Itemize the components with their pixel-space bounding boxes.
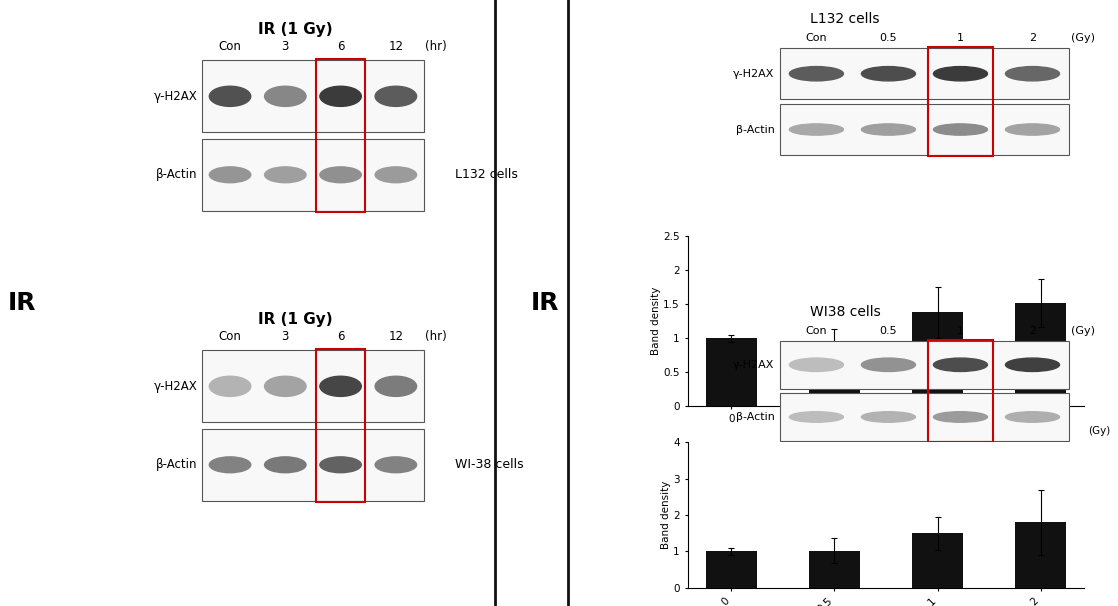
Ellipse shape — [265, 86, 306, 107]
Text: 2: 2 — [1029, 33, 1036, 43]
Text: WI-38 cells: WI-38 cells — [455, 459, 523, 471]
Text: γ-H2AX: γ-H2AX — [154, 380, 198, 393]
Text: β-Actin: β-Actin — [157, 458, 198, 471]
Text: 3: 3 — [282, 39, 288, 53]
Ellipse shape — [265, 376, 306, 396]
Text: 6: 6 — [337, 330, 344, 342]
Ellipse shape — [376, 376, 417, 396]
Text: L132 cells: L132 cells — [455, 168, 518, 182]
Ellipse shape — [934, 67, 987, 81]
Text: γ-H2AX: γ-H2AX — [733, 360, 775, 370]
Bar — [780, 48, 1069, 99]
Text: β-Actin: β-Actin — [736, 412, 775, 422]
Bar — [928, 47, 993, 156]
Text: Con: Con — [806, 33, 827, 43]
Ellipse shape — [209, 376, 250, 396]
Ellipse shape — [934, 358, 987, 371]
Text: IR (1 Gy): IR (1 Gy) — [257, 22, 332, 37]
Bar — [315, 59, 366, 211]
Text: 2: 2 — [1029, 327, 1036, 336]
Bar — [912, 312, 964, 406]
Bar — [780, 393, 1069, 441]
Bar — [202, 350, 424, 422]
Bar — [808, 551, 860, 588]
Ellipse shape — [376, 457, 417, 473]
Text: 1: 1 — [957, 327, 964, 336]
Y-axis label: Band density: Band density — [661, 481, 671, 549]
Ellipse shape — [1005, 411, 1060, 422]
Text: 1: 1 — [957, 33, 964, 43]
Text: γ-H2AX: γ-H2AX — [154, 90, 198, 103]
Text: β-Actin: β-Actin — [736, 124, 775, 135]
Text: L132 cells: L132 cells — [811, 12, 880, 26]
Text: IR: IR — [531, 291, 559, 315]
Text: IR (1 Gy): IR (1 Gy) — [257, 312, 332, 327]
Ellipse shape — [320, 86, 361, 107]
Ellipse shape — [209, 457, 250, 473]
Bar — [928, 340, 993, 442]
Text: 12: 12 — [388, 330, 404, 342]
Ellipse shape — [265, 167, 306, 182]
Bar — [202, 61, 424, 132]
Bar — [705, 551, 757, 588]
Bar — [780, 104, 1069, 155]
Ellipse shape — [789, 411, 843, 422]
Ellipse shape — [320, 167, 361, 182]
Text: 3: 3 — [282, 330, 288, 342]
Ellipse shape — [320, 376, 361, 396]
Text: (hr): (hr) — [426, 39, 447, 53]
Ellipse shape — [789, 124, 843, 135]
Ellipse shape — [862, 411, 916, 422]
Ellipse shape — [265, 457, 306, 473]
Ellipse shape — [1005, 67, 1060, 81]
Text: 12: 12 — [388, 39, 404, 53]
Ellipse shape — [862, 67, 916, 81]
Text: γ-H2AX: γ-H2AX — [733, 68, 775, 79]
Bar — [780, 341, 1069, 388]
Ellipse shape — [934, 124, 987, 135]
Ellipse shape — [789, 358, 843, 371]
Text: (Gy): (Gy) — [1089, 427, 1110, 436]
Text: (Gy): (Gy) — [1071, 33, 1095, 43]
Text: β-Actin: β-Actin — [157, 168, 198, 181]
Bar — [808, 342, 860, 406]
Ellipse shape — [209, 86, 250, 107]
Y-axis label: Band density: Band density — [651, 287, 661, 355]
Bar — [202, 429, 424, 501]
Bar — [202, 139, 424, 211]
Bar — [705, 338, 757, 406]
Text: (Gy): (Gy) — [1071, 327, 1095, 336]
Text: 0.5: 0.5 — [880, 33, 898, 43]
Ellipse shape — [376, 167, 417, 182]
Ellipse shape — [1005, 124, 1060, 135]
Ellipse shape — [376, 86, 417, 107]
Text: 6: 6 — [337, 39, 344, 53]
Text: 0.5: 0.5 — [880, 327, 898, 336]
Ellipse shape — [320, 457, 361, 473]
Bar — [912, 533, 964, 588]
Text: IR: IR — [8, 291, 36, 315]
Bar — [1015, 303, 1067, 406]
Bar — [1015, 522, 1067, 588]
Ellipse shape — [209, 167, 250, 182]
Text: (hr): (hr) — [426, 330, 447, 342]
Ellipse shape — [1005, 358, 1060, 371]
Ellipse shape — [789, 67, 843, 81]
Text: Con: Con — [219, 330, 241, 342]
Text: Con: Con — [806, 327, 827, 336]
Ellipse shape — [934, 411, 987, 422]
Text: WI38 cells: WI38 cells — [809, 305, 880, 319]
Ellipse shape — [862, 124, 916, 135]
Text: Con: Con — [219, 39, 241, 53]
Ellipse shape — [862, 358, 916, 371]
Bar — [315, 349, 366, 502]
